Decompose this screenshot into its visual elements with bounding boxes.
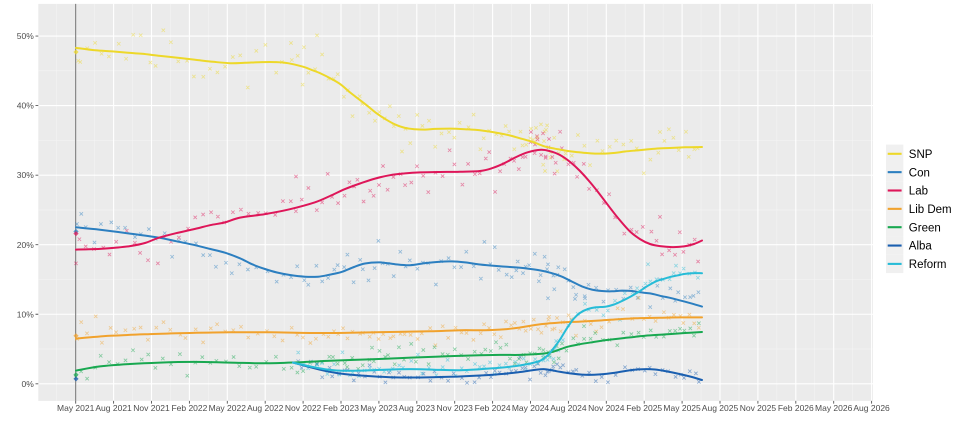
svg-text:Lib Dem: Lib Dem xyxy=(909,204,952,216)
svg-text:Aug 2023: Aug 2023 xyxy=(399,403,436,413)
svg-text:Nov 2024: Nov 2024 xyxy=(588,403,625,413)
svg-text:May 2024: May 2024 xyxy=(512,403,550,413)
svg-text:Nov 2021: Nov 2021 xyxy=(133,403,170,413)
svg-text:Feb 2022: Feb 2022 xyxy=(171,403,207,413)
svg-text:Lab: Lab xyxy=(909,186,928,198)
svg-text:May 2025: May 2025 xyxy=(663,403,701,413)
svg-text:Aug 2024: Aug 2024 xyxy=(550,403,587,413)
svg-text:Nov 2025: Nov 2025 xyxy=(740,403,777,413)
svg-text:Feb 2025: Feb 2025 xyxy=(626,403,662,413)
svg-text:10%: 10% xyxy=(17,309,34,319)
svg-text:Feb 2023: Feb 2023 xyxy=(323,403,359,413)
svg-text:Nov 2023: Nov 2023 xyxy=(437,403,474,413)
svg-text:SNP: SNP xyxy=(909,149,933,161)
svg-text:Aug 2022: Aug 2022 xyxy=(247,403,284,413)
svg-text:Nov 2022: Nov 2022 xyxy=(285,403,322,413)
svg-text:Alba: Alba xyxy=(909,241,933,253)
svg-text:May 2022: May 2022 xyxy=(209,403,247,413)
svg-text:40%: 40% xyxy=(17,101,34,111)
svg-text:Aug 2025: Aug 2025 xyxy=(702,403,739,413)
svg-text:May 2026: May 2026 xyxy=(815,403,853,413)
svg-text:May 2021: May 2021 xyxy=(57,403,95,413)
svg-text:May 2023: May 2023 xyxy=(360,403,398,413)
svg-text:Aug 2021: Aug 2021 xyxy=(95,403,132,413)
svg-text:Feb 2024: Feb 2024 xyxy=(475,403,511,413)
svg-text:Green: Green xyxy=(909,222,941,234)
svg-text:0%: 0% xyxy=(22,379,35,389)
svg-text:Con: Con xyxy=(909,167,930,179)
svg-text:50%: 50% xyxy=(17,31,34,41)
svg-text:Aug 2026: Aug 2026 xyxy=(853,403,890,413)
svg-text:Feb 2026: Feb 2026 xyxy=(778,403,814,413)
svg-text:20%: 20% xyxy=(17,240,34,250)
svg-text:30%: 30% xyxy=(17,170,34,180)
svg-text:Reform: Reform xyxy=(909,259,947,271)
